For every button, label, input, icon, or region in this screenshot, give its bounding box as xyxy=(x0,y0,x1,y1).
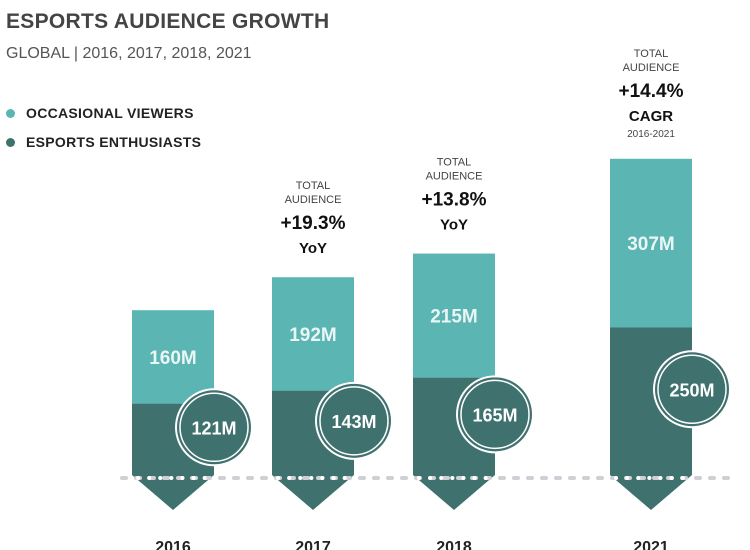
bar-occasional-viewers xyxy=(610,158,692,328)
badge-ring-inner xyxy=(179,392,249,463)
badge-ring-inner xyxy=(460,379,530,450)
badge-ring xyxy=(655,352,729,427)
data-label-enthusiasts: 121M xyxy=(191,418,236,438)
badge-ring xyxy=(177,390,251,465)
annotation-growth-basis: YoY xyxy=(299,240,327,257)
x-tick-label: 2016 xyxy=(155,539,191,550)
annotation-growth-basis: CAGR xyxy=(629,108,673,125)
legend-label: ESPORTS ENTHUSIASTS xyxy=(26,134,202,150)
data-label-enthusiasts: 165M xyxy=(472,405,517,425)
annotation-caption: TOTAL xyxy=(634,48,668,60)
badge-ring xyxy=(458,377,532,452)
data-label-occasional: 307M xyxy=(627,234,675,255)
x-tick-label: 2021 xyxy=(633,539,669,550)
x-tick-label: 2017 xyxy=(295,539,331,550)
annotation-caption: TOTAL xyxy=(437,157,471,169)
legend-item-occasional: OCCASIONAL VIEWERS xyxy=(6,105,194,121)
annotation-growth-value: +14.4% xyxy=(619,81,684,102)
bar-occasional-viewers xyxy=(132,310,214,404)
badge-ring-inner xyxy=(657,354,727,424)
legend-item-enthusiasts: ESPORTS ENTHUSIASTS xyxy=(6,134,201,150)
annotation-caption: AUDIENCE xyxy=(623,62,680,74)
x-tick-label: 2018 xyxy=(436,539,472,550)
data-label-enthusiasts: 250M xyxy=(669,380,714,400)
annotation-growth-value: +19.3% xyxy=(281,213,346,234)
annotation-growth-value: +13.8% xyxy=(422,190,487,211)
badge-ring-inner xyxy=(319,386,389,456)
chart-subtitle: GLOBAL | 2016, 2017, 2018, 2021 xyxy=(6,45,252,62)
annotation-period: 2016-2021 xyxy=(627,129,675,140)
data-label-occasional: 160M xyxy=(149,348,197,369)
annotation-caption: AUDIENCE xyxy=(285,194,342,206)
bar-occasional-viewers xyxy=(272,277,354,391)
badge-ring xyxy=(317,383,391,458)
legend-swatch xyxy=(6,108,15,118)
legend-label: OCCASIONAL VIEWERS xyxy=(26,105,194,121)
annotation-growth-basis: YoY xyxy=(440,217,468,234)
annotation-caption: TOTAL xyxy=(296,180,330,192)
annotation-caption: AUDIENCE xyxy=(426,171,483,183)
bar-occasional-viewers xyxy=(413,253,495,378)
data-label-enthusiasts: 143M xyxy=(331,412,376,432)
data-label-occasional: 192M xyxy=(289,325,337,346)
legend-swatch xyxy=(6,137,15,147)
data-label-occasional: 215M xyxy=(430,307,478,328)
chart-title: ESPORTS AUDIENCE GROWTH xyxy=(6,10,330,33)
